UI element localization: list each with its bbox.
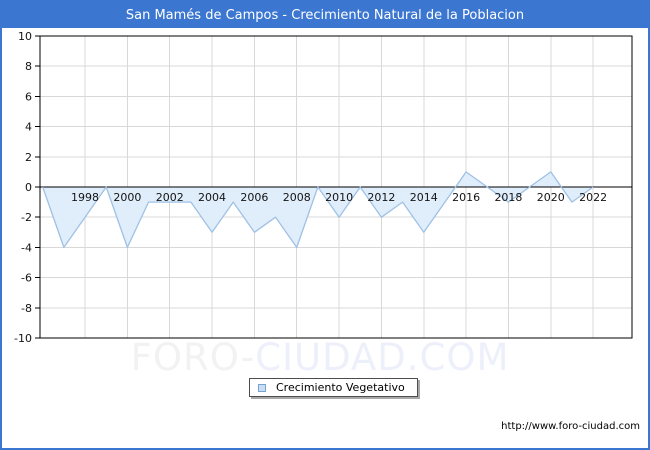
watermark-foro: FORO- <box>130 336 256 379</box>
y-tick-label: -6 <box>21 272 32 285</box>
y-tick-label: -10 <box>14 332 32 345</box>
chart-title-bar: San Mamés de Campos - Crecimiento Natura… <box>2 2 648 28</box>
y-tick-label: 8 <box>25 60 32 73</box>
y-tick-label: 6 <box>25 90 32 103</box>
y-tick-label: 2 <box>25 151 32 164</box>
x-tick-label: 2018 <box>494 191 522 204</box>
y-tick-label: 4 <box>25 121 32 134</box>
x-tick-label: 2014 <box>410 191 438 204</box>
x-tick-label: 2000 <box>113 191 141 204</box>
x-tick-label: 2022 <box>579 191 607 204</box>
y-tick-label: -2 <box>21 211 32 224</box>
x-tick-label: 2008 <box>283 191 311 204</box>
data-line <box>42 171 594 249</box>
x-tick-label: 2012 <box>367 191 395 204</box>
x-tick-label: 1998 <box>71 191 99 204</box>
x-tick-label: 2010 <box>325 191 353 204</box>
y-tick-label: 10 <box>18 30 32 43</box>
footer-url: http://www.foro-ciudad.com <box>501 421 640 432</box>
x-tick-label: 2004 <box>198 191 226 204</box>
y-tick-label: -8 <box>21 302 32 315</box>
legend-label: Crecimiento Vegetativo <box>276 381 405 394</box>
watermark: FORO-CIUDAD.COM <box>131 336 510 379</box>
x-tick-label: 2006 <box>240 191 268 204</box>
y-tick-label: -4 <box>21 241 32 254</box>
legend-marker-icon <box>258 383 266 392</box>
legend: Crecimiento Vegetativo <box>249 378 418 397</box>
x-tick-label: 2002 <box>156 191 184 204</box>
x-tick-label: 2020 <box>537 191 565 204</box>
area-fill <box>42 171 594 248</box>
y-tick-label: 0 <box>25 181 32 194</box>
x-tick-label: 2016 <box>452 191 480 204</box>
chart-title: San Mamés de Campos - Crecimiento Natura… <box>125 7 525 23</box>
watermark-ciudad: CIUDAD.COM <box>255 336 510 379</box>
